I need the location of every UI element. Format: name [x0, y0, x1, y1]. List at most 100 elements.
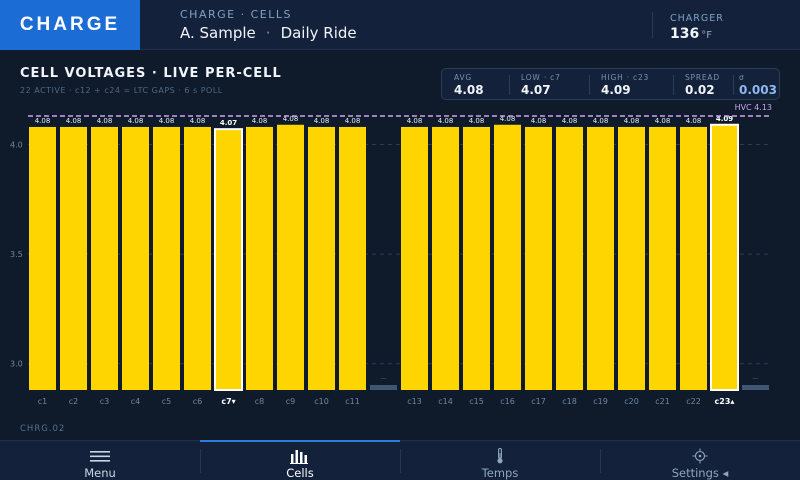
bar [339, 126, 366, 391]
x-tick-label: c22 [686, 397, 701, 406]
x-tick-label: c10 [314, 397, 329, 406]
y-tick-label: 3.5 [10, 250, 23, 259]
nav-cells[interactable]: Cells [200, 440, 400, 480]
x-tick-label: c8 [255, 397, 265, 406]
x-tick-label: c9 [286, 397, 296, 406]
crosshair-icon [692, 448, 708, 464]
bar-value-label: 4.08 [190, 117, 206, 125]
bar [680, 126, 707, 391]
bar-value-label: 4.08 [128, 117, 144, 125]
x-tick-label: c6 [193, 397, 203, 406]
y-tick-label: 3.0 [10, 360, 23, 369]
y-tick-label: 4.0 [10, 140, 23, 149]
ride-info: A. Sample · Daily Ride [180, 24, 357, 42]
bar [153, 126, 180, 391]
bar-value-label: 4.08 [345, 117, 361, 125]
nav-temps[interactable]: Temps [400, 441, 600, 480]
bar [618, 126, 645, 391]
bar [29, 126, 56, 391]
stat-value: 4.08 [454, 83, 484, 97]
bar-value-label: 4.08 [624, 117, 640, 125]
x-tick-label: c4 [131, 397, 141, 406]
bar-value-label: 4.08 [531, 117, 547, 125]
rider-name: A. Sample [180, 24, 256, 42]
breadcrumb: CHARGE · CELLS [180, 8, 292, 21]
x-tick-label: c11 [345, 397, 360, 406]
brand-badge[interactable]: CHARGE [0, 0, 140, 50]
bar [494, 124, 521, 390]
charger-temp: 136 °F [670, 26, 712, 42]
menu-icon [90, 451, 110, 462]
stat-label: σ [739, 73, 745, 82]
bar [308, 126, 335, 391]
bar-value-label: 4.08 [655, 117, 671, 125]
bar-value-label: 4.08 [407, 117, 423, 125]
stat-label: HIGH · c23 [601, 73, 650, 82]
thermometer-icon [497, 448, 503, 464]
bar [587, 126, 614, 391]
bar-value-label: 4.08 [500, 115, 516, 123]
header-divider [652, 12, 653, 38]
separator: · [265, 24, 271, 42]
stat-value: 0.003 [739, 83, 777, 97]
bar-value-label: 4.08 [252, 117, 268, 125]
charger-temp-value: 136 [670, 26, 700, 42]
stat-low: LOW · c7 4.07 [509, 69, 589, 99]
x-tick-label: c14 [438, 397, 453, 406]
x-tick-label: c1 [38, 397, 48, 406]
x-tick-label: c5 [162, 397, 172, 406]
x-tick-label: c17 [531, 397, 546, 406]
bar [122, 126, 149, 391]
bar-value-label: 4.08 [438, 117, 454, 125]
bar-value-label: — [381, 375, 387, 382]
gap-bar [742, 385, 769, 390]
x-tick-label: c23▴ [715, 397, 735, 406]
x-tick-label: c21 [655, 397, 670, 406]
bar [525, 126, 552, 391]
stat-high: HIGH · c23 4.09 [589, 69, 673, 99]
bar-value-label: — [753, 375, 759, 382]
charger-temp-unit: °F [701, 30, 712, 41]
bar [432, 126, 459, 391]
bottom-nav: Menu Cells Temps Settings ◂ [0, 440, 800, 480]
x-tick-label: c13 [407, 397, 422, 406]
top-bar: CHARGE CHARGE · CELLS A. Sample · Daily … [0, 0, 800, 50]
panel-subtitle: 22 ACTIVE · c12 + c24 = LTC GAPS · 6 s P… [20, 86, 223, 95]
bar [184, 126, 211, 391]
bar [91, 126, 118, 391]
threshold-label: HVC 4.13 [735, 103, 772, 112]
bar [649, 126, 676, 391]
bar-value-label: 4.08 [97, 117, 113, 125]
bar-value-label: 4.08 [283, 115, 299, 123]
active-indicator [200, 440, 400, 442]
bar [246, 126, 273, 391]
stat-label: SPREAD [685, 73, 720, 82]
stat-value: 4.09 [601, 83, 631, 97]
bars-icon [290, 450, 308, 464]
bar-value-label: 4.08 [66, 117, 82, 125]
stat-label: AVG [454, 73, 472, 82]
nav-menu[interactable]: Menu [0, 441, 200, 480]
bar [401, 126, 428, 391]
gap-bar [370, 385, 397, 390]
bar-value-label: 4.08 [469, 117, 485, 125]
bar [60, 126, 87, 391]
bar [463, 126, 490, 391]
x-tick-label: c2 [69, 397, 79, 406]
stat-spread: SPREAD 0.02 [673, 69, 733, 99]
bar-value-label: 4.08 [35, 117, 51, 125]
x-tick-label: c7▾ [221, 397, 235, 406]
bar-value-label: 4.08 [593, 117, 609, 125]
brand-label: CHARGE [19, 14, 121, 35]
stats-box: AVG 4.08 LOW · c7 4.07 HIGH · c23 4.09 S… [441, 68, 780, 100]
bar-value-label: 4.08 [314, 117, 330, 125]
bar [710, 123, 739, 391]
nav-label: Menu [84, 466, 116, 480]
nav-label: Settings ◂ [671, 466, 729, 480]
bar-value-label: 4.09 [716, 115, 733, 123]
x-tick-label: c3 [100, 397, 110, 406]
x-tick-label: c18 [562, 397, 577, 406]
ride-mode[interactable]: Daily Ride [280, 24, 357, 42]
nav-settings[interactable]: Settings ◂ [600, 441, 800, 480]
cell-voltage-chart: 3.0 3.5 4.0 4.08 c1 4.08 c2 4.08 c3 4.08 c4 4.08 c5 4… [10, 103, 772, 406]
